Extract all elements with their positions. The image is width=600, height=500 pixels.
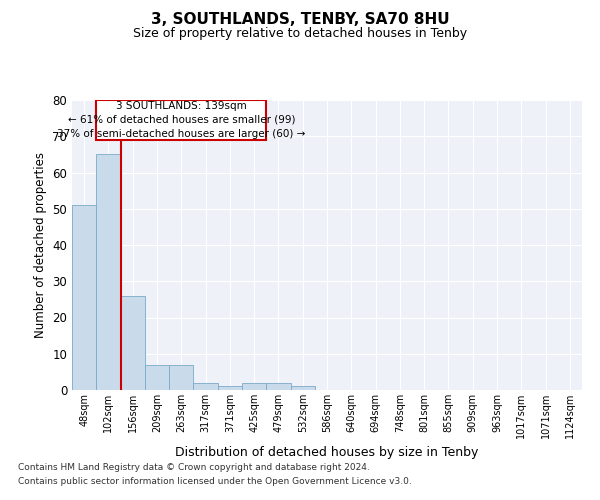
Text: Contains public sector information licensed under the Open Government Licence v3: Contains public sector information licen… — [18, 477, 412, 486]
Text: 3, SOUTHLANDS, TENBY, SA70 8HU: 3, SOUTHLANDS, TENBY, SA70 8HU — [151, 12, 449, 28]
Y-axis label: Number of detached properties: Number of detached properties — [34, 152, 47, 338]
Bar — [266, 383, 290, 390]
Bar — [96, 154, 121, 390]
Bar — [145, 364, 169, 390]
Bar — [242, 383, 266, 390]
Bar — [72, 205, 96, 390]
Text: 3 SOUTHLANDS: 139sqm
← 61% of detached houses are smaller (99)
37% of semi-detac: 3 SOUTHLANDS: 139sqm ← 61% of detached h… — [57, 101, 305, 139]
Bar — [218, 386, 242, 390]
FancyBboxPatch shape — [96, 100, 266, 140]
Text: Size of property relative to detached houses in Tenby: Size of property relative to detached ho… — [133, 28, 467, 40]
Bar — [121, 296, 145, 390]
Bar — [193, 383, 218, 390]
Bar — [290, 386, 315, 390]
X-axis label: Distribution of detached houses by size in Tenby: Distribution of detached houses by size … — [175, 446, 479, 460]
Bar — [169, 364, 193, 390]
Text: Contains HM Land Registry data © Crown copyright and database right 2024.: Contains HM Land Registry data © Crown c… — [18, 464, 370, 472]
